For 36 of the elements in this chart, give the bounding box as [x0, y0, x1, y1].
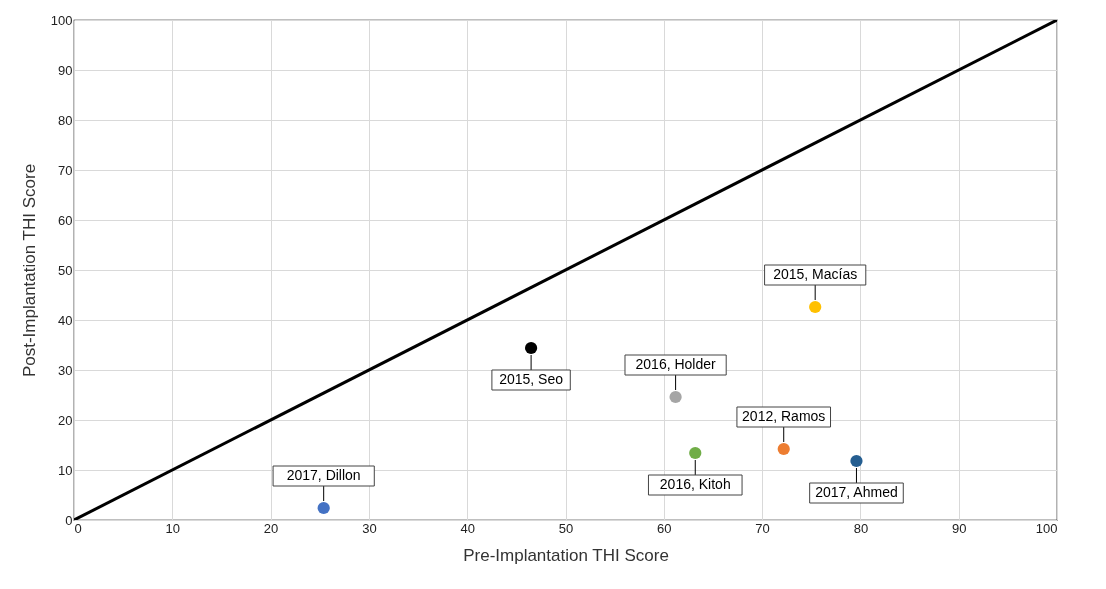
x-tick-label: 50: [558, 520, 574, 536]
point: [669, 390, 682, 404]
x-tick-label: 100: [1035, 520, 1058, 536]
y-tick-label: 60: [58, 212, 73, 228]
y-tick-label: 70: [58, 162, 73, 178]
y-axis-title: Post-Implantation THI Score: [19, 163, 39, 378]
annotation: 2017, Dillon: [286, 467, 361, 483]
x-tick-label: 40: [460, 520, 475, 536]
y-tick-label: 90: [58, 62, 73, 78]
x-axis-title: Pre-Implantation THI Score: [463, 545, 669, 565]
annotation: 2015, Macías: [773, 266, 858, 282]
annotation: 2012, Ramos: [742, 408, 826, 424]
x-tick-label: 60: [657, 520, 672, 536]
point: [850, 454, 863, 468]
x-tick-label: 20: [263, 520, 279, 536]
y-tick-label: 10: [58, 462, 73, 478]
y-tick-label: 20: [58, 412, 73, 428]
x-tick-label: 80: [853, 520, 869, 536]
point: [524, 341, 538, 355]
y-tick-label: 50: [58, 262, 73, 278]
x-tick-label: 10: [165, 520, 181, 536]
y-tick-label: 80: [58, 112, 73, 128]
annotation: 2015, Seo: [499, 371, 564, 387]
y-tick-label: 40: [58, 312, 73, 328]
x-tick-label: 30: [362, 520, 377, 536]
point: [689, 446, 702, 460]
point: [809, 300, 822, 314]
y-tick-label: 100: [50, 12, 73, 28]
point: [317, 501, 330, 515]
annotation: 2017, Ahmed: [815, 484, 898, 500]
annotation: 2016, Kitoh: [659, 476, 731, 492]
point: [777, 442, 790, 456]
x-tick-label: 90: [951, 520, 967, 536]
annotation: 2016, Holder: [635, 356, 717, 372]
x-tick-label: 70: [755, 520, 770, 536]
y-tick-label: 30: [58, 362, 73, 378]
